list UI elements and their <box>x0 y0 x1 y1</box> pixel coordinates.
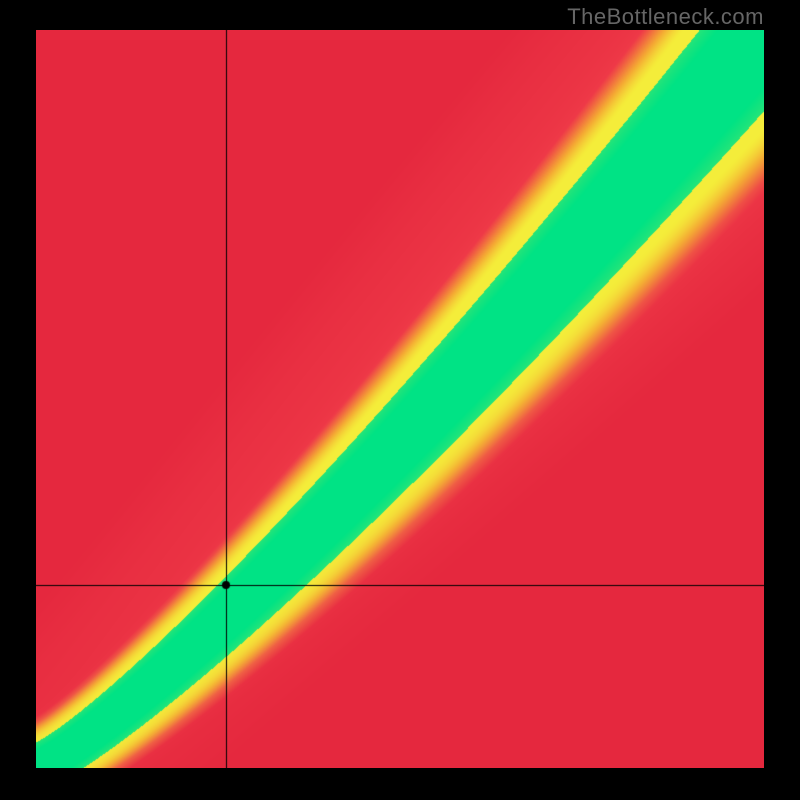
heatmap-canvas <box>36 30 764 768</box>
chart-frame: TheBottleneck.com <box>0 0 800 800</box>
watermark-text: TheBottleneck.com <box>567 4 764 30</box>
plot-area <box>36 30 764 768</box>
